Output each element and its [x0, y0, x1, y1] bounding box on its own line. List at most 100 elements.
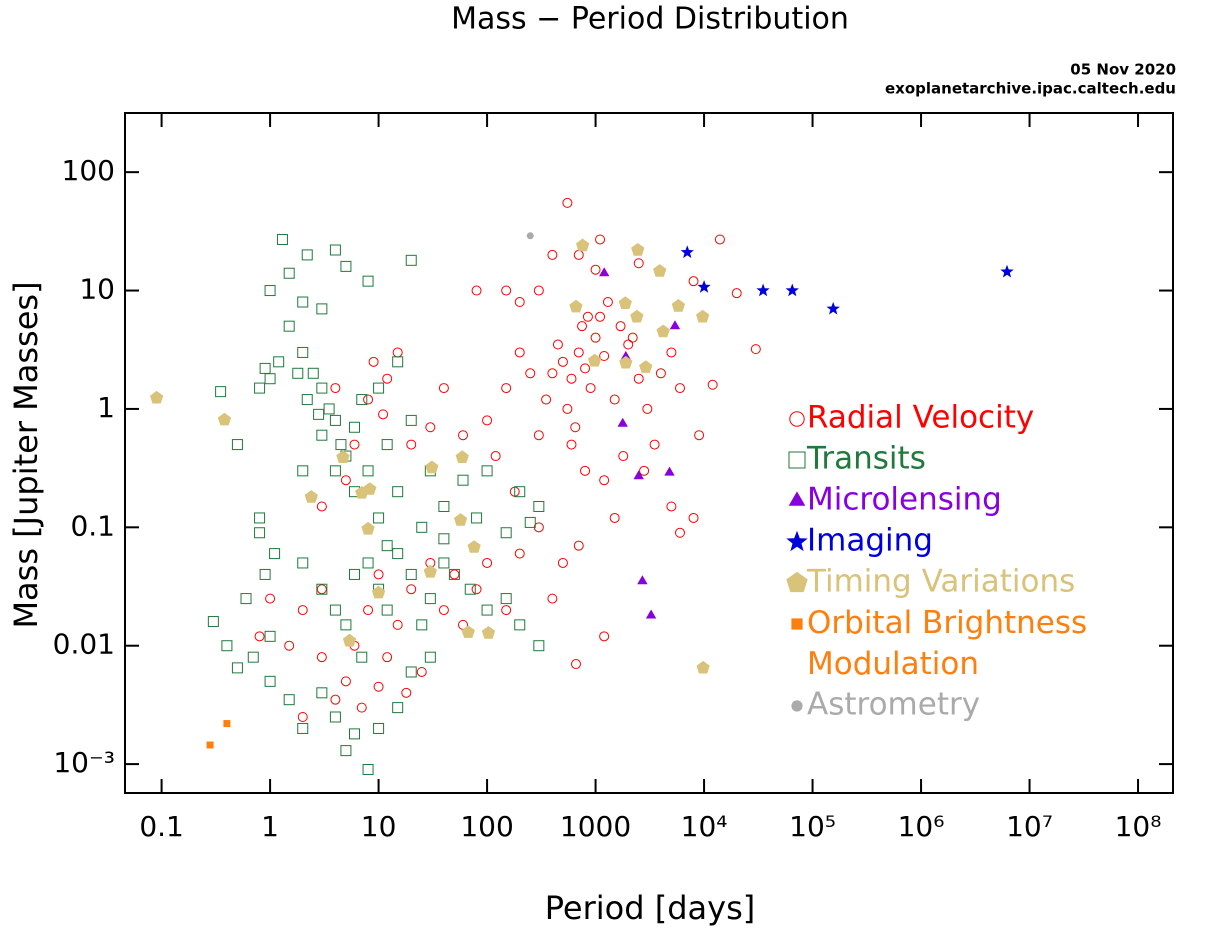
y-tick-label: 10⁻³ [53, 746, 115, 779]
data-point [373, 512, 385, 524]
data-point [453, 513, 468, 526]
data-point [438, 500, 450, 512]
data-point [514, 619, 526, 631]
x-tick-label: 1000 [560, 810, 631, 843]
data-point [392, 347, 403, 358]
data-point [785, 283, 799, 297]
data-point [330, 383, 341, 394]
plot-area [150, 197, 1014, 776]
data-point [501, 605, 512, 616]
data-point [401, 687, 412, 698]
data-point [688, 512, 699, 523]
data-point [301, 394, 313, 406]
data-point [525, 368, 536, 379]
data-point [541, 394, 552, 405]
data-point [223, 720, 231, 728]
data-point [150, 390, 164, 404]
data-point [378, 409, 389, 420]
data-point [694, 430, 705, 441]
legend-marker [788, 451, 806, 469]
data-point [438, 557, 450, 569]
data-point [457, 474, 469, 486]
data-point [363, 394, 374, 405]
data-point [381, 604, 393, 616]
data-point [362, 275, 374, 287]
data-point [231, 439, 243, 451]
data-point [656, 324, 670, 338]
legend-label: Microlensing [807, 482, 1002, 518]
data-point [392, 619, 403, 630]
y-axis-label: Mass [Jupiter Masses] [7, 281, 45, 628]
data-point [356, 702, 367, 713]
data-point [533, 285, 544, 296]
data-point [595, 311, 606, 322]
legend-label: Orbital Brightness Modulation [807, 605, 1087, 682]
data-point [609, 394, 620, 405]
data-point [688, 276, 699, 287]
data-point [273, 356, 285, 368]
data-point [514, 486, 526, 498]
data-point [215, 386, 227, 398]
data-point [283, 267, 295, 279]
data-point [481, 465, 493, 477]
legend-label: Imaging [807, 523, 933, 559]
x-tick-label: 10⁴ [681, 810, 728, 843]
data-point [566, 373, 577, 384]
data-point [269, 548, 281, 560]
data-point [438, 533, 450, 545]
data-point [316, 303, 328, 315]
data-point [533, 500, 545, 512]
data-point [570, 422, 581, 433]
data-point [297, 346, 309, 358]
data-point [329, 414, 341, 426]
data-point [623, 339, 634, 350]
data-point [697, 280, 711, 293]
data-point [392, 548, 404, 560]
data-point [514, 297, 525, 308]
data-point [674, 383, 685, 394]
data-point [639, 360, 653, 373]
data-point [501, 285, 512, 296]
data-point [618, 451, 629, 462]
data-point [750, 344, 761, 355]
data-point [631, 243, 645, 256]
data-point [381, 439, 393, 451]
data-point [595, 234, 606, 245]
data-point [666, 347, 677, 358]
data-point [461, 625, 475, 638]
data-point [637, 575, 648, 585]
data-point [336, 450, 350, 463]
data-point [585, 383, 596, 394]
data-point [826, 301, 840, 315]
data-point [362, 557, 374, 569]
data-point [316, 584, 327, 595]
legend-marker [786, 530, 808, 552]
data-point [340, 745, 352, 757]
legend-marker [791, 700, 803, 712]
legend-marker [788, 491, 806, 506]
legend-label: Radial Velocity [807, 400, 1034, 436]
data-point [569, 299, 583, 313]
data-point [438, 605, 449, 616]
data-point [425, 460, 439, 474]
data-point [264, 373, 276, 385]
data-point [297, 605, 308, 616]
data-point [666, 501, 677, 512]
data-point [340, 260, 352, 272]
data-point [340, 619, 352, 631]
legend-label: Timing Variations [806, 564, 1075, 600]
data-point [599, 631, 610, 642]
data-point [633, 258, 644, 269]
data-point [405, 254, 417, 266]
data-point [500, 527, 512, 539]
data-point [680, 245, 694, 259]
data-point [615, 321, 626, 332]
data-point [265, 593, 276, 604]
data-point [599, 475, 610, 486]
data-point [373, 681, 384, 692]
data-point [371, 585, 386, 599]
x-tick-label: 0.1 [139, 810, 184, 843]
data-point [373, 569, 384, 580]
legend-marker [789, 411, 805, 427]
data-point [297, 711, 308, 722]
